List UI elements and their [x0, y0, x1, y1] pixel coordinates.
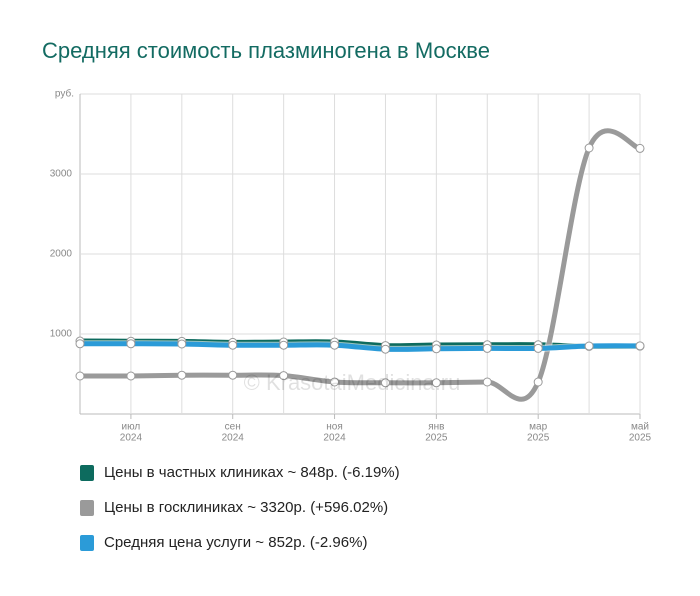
point: [380, 344, 390, 354]
point: [75, 371, 85, 381]
plot: июл2024сен2024ноя2024янв2025мар2025май20…: [50, 93, 652, 444]
x-tick-label: янв: [428, 422, 444, 433]
x-tick-label: ноя: [326, 422, 343, 433]
point: [228, 370, 238, 380]
point: [330, 340, 340, 350]
x-tick-label: 2025: [629, 433, 652, 444]
series-line: [79, 128, 641, 402]
point: [279, 340, 289, 350]
legend-swatch: [80, 535, 94, 551]
point: [177, 370, 187, 380]
point: [126, 371, 136, 381]
point: [75, 339, 85, 349]
x-tick-label: 2024: [323, 433, 346, 444]
x-tick-label: сен: [225, 422, 241, 433]
y-unit: руб.: [55, 88, 74, 100]
point: [482, 343, 492, 353]
point: [533, 343, 543, 353]
x-tick-label: мар: [529, 422, 547, 433]
legend-swatch: [80, 465, 94, 481]
point: [482, 377, 492, 387]
y-tick-label: 1000: [50, 329, 73, 340]
point: [584, 341, 594, 351]
legend-label: Цены в частных клиниках ~ 848р. (-6.19%): [104, 464, 400, 481]
x-tick-label: 2025: [425, 433, 448, 444]
series-line-edge: [79, 127, 642, 403]
point: [431, 378, 441, 388]
point: [584, 143, 594, 153]
x-tick-label: май: [631, 422, 649, 433]
point: [279, 371, 289, 381]
point: [635, 341, 645, 351]
legend-swatch: [80, 500, 94, 516]
point: [533, 377, 543, 387]
chart-title: Средняя стоимость плазминогена в Москве: [42, 38, 490, 63]
point: [126, 339, 136, 349]
x-tick-label: июл: [122, 422, 141, 433]
legend-label: Цены в госклиниках ~ 3320р. (+596.02%): [104, 499, 388, 516]
watermark: © KrasotaiMedicina.ru: [244, 370, 461, 395]
point: [228, 340, 238, 350]
point: [635, 143, 645, 153]
point: [177, 339, 187, 349]
y-tick-label: 3000: [50, 169, 73, 180]
x-tick-label: 2024: [222, 433, 245, 444]
point: [431, 344, 441, 354]
x-tick-label: 2025: [527, 433, 550, 444]
legend: Цены в частных клиниках ~ 848р. (-6.19%)…: [80, 464, 400, 551]
y-tick-label: 2000: [50, 249, 73, 260]
point: [380, 378, 390, 388]
legend-label: Средняя цена услуги ~ 852р. (-2.96%): [104, 534, 367, 551]
x-tick-label: 2024: [120, 433, 143, 444]
point: [330, 377, 340, 387]
